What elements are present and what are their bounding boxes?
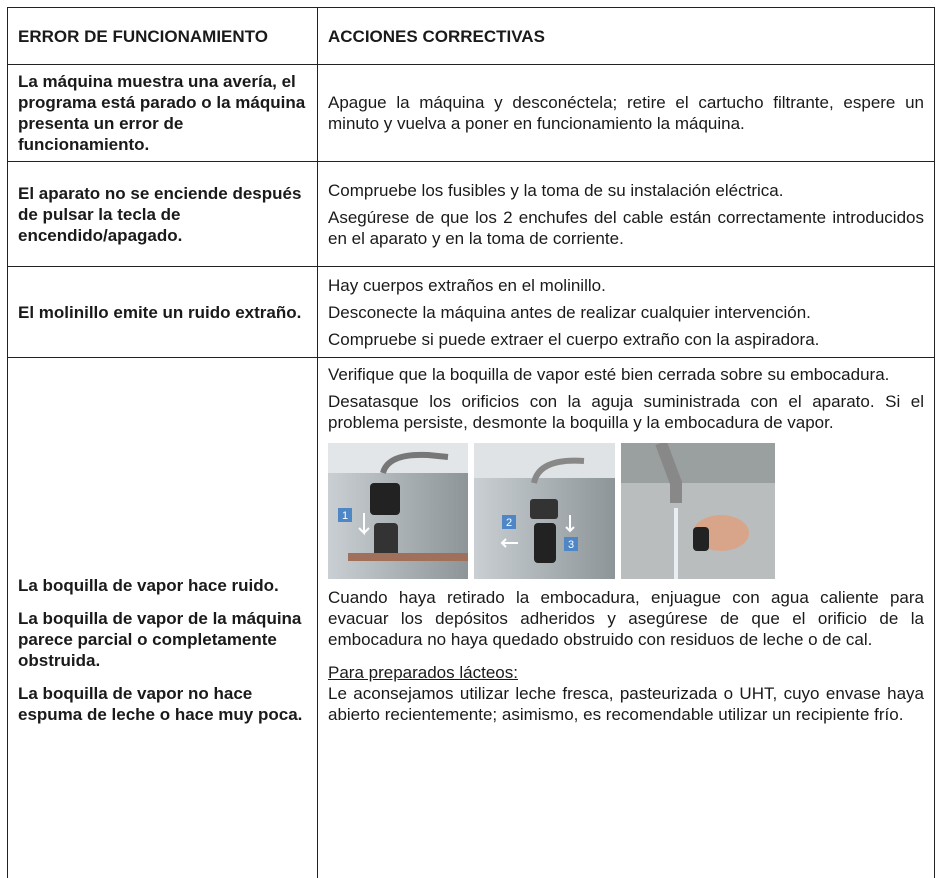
photo-strip: 1 2 3 [328,443,924,579]
problem-cell: El molinillo emite un ruido extraño. [7,266,318,358]
problem-text: La máquina muestra una avería, el progra… [18,72,306,154]
photo: 1 [328,443,468,579]
header-cell: ACCIONES CORRECTIVAS [317,7,935,65]
problem-cell: La máquina muestra una avería, el progra… [7,64,318,162]
problem-text: El aparato no se enciende después de pul… [18,183,302,245]
action-text: Desatasque los orificios con la aguja su… [328,392,924,432]
photo: 2 3 [474,443,615,579]
row: La máquina muestra una avería, el progra… [7,64,935,162]
troubleshooting-table: ERROR DE FUNCIONAMIENTO ACCIONES CORRECT… [7,7,935,878]
problem-cell: La boquilla de vapor hace ruido. La boqu… [7,357,318,878]
action-cell: Compruebe los fusibles y la toma de su i… [317,161,935,267]
note-text: Le aconsejamos utilizar leche fresca, pa… [328,684,924,724]
problem-cell: El aparato no se enciende después de pul… [7,161,318,267]
row: El molinillo emite un ruido extraño. Hay… [7,266,935,358]
row: La boquilla de vapor hace ruido. La boqu… [7,357,935,878]
action-text: Compruebe los fusibles y la toma de su i… [328,180,784,200]
problem-text: La boquilla de vapor de la máquina parec… [18,608,302,670]
action-cell: Hay cuerpos extraños en el molinillo. De… [317,266,935,358]
action-text: Apague la máquina y desconéctela; retire… [328,93,924,133]
step-label: 2 [506,517,512,529]
step-badge [338,508,352,522]
action-text: Desconecte la máquina antes de realizar … [328,302,811,322]
problem-text: El molinillo emite un ruido extraño. [18,302,302,322]
action-cell: Apague la máquina y desconéctela; retire… [317,64,935,162]
step-label: 1 [342,510,348,522]
problem-text: La boquilla de vapor no hace espuma de l… [18,683,303,724]
action-text: Asegúrese de que los 2 enchufes del cabl… [328,207,924,248]
action-cell: Verifique que la boquilla de vapor esté … [317,357,935,878]
row: El aparato no se enciende después de pul… [7,161,935,267]
action-text: Verifique que la boquilla de vapor esté … [328,365,890,384]
action-text: Cuando haya retirado la embocadura, enju… [328,588,924,649]
photo [621,443,775,579]
header-row: ERROR DE FUNCIONAMIENTO ACCIONES CORRECT… [7,7,935,65]
header-cell: ERROR DE FUNCIONAMIENTO [7,7,318,65]
action-text: Hay cuerpos extraños en el molinillo. [328,275,606,295]
action-text: Compruebe si puede extraer el cuerpo ext… [328,329,820,349]
step-label: 3 [568,539,574,551]
problem-text: La boquilla de vapor hace ruido. [18,575,279,595]
subheading: Para preparados lácteos: [328,663,518,682]
